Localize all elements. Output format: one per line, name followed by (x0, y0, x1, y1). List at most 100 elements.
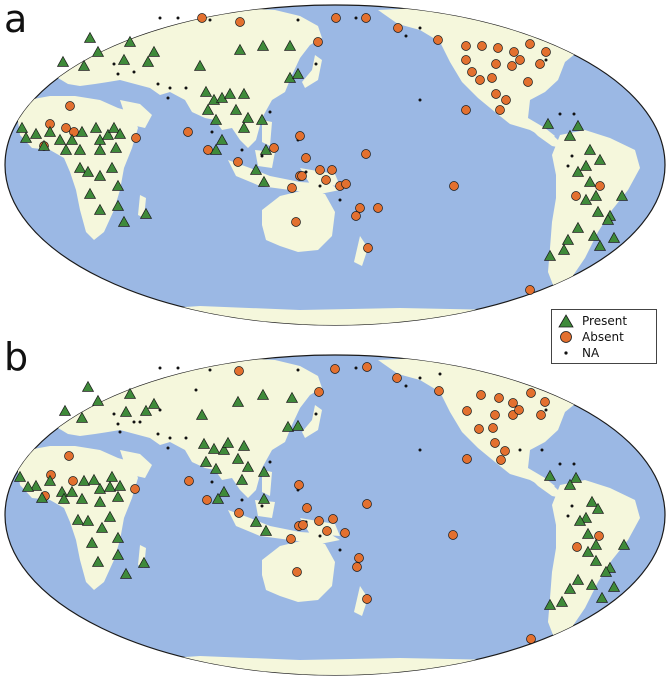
present-marker (43, 125, 57, 137)
present-marker (111, 531, 125, 543)
na-marker (518, 448, 522, 452)
na-marker (544, 408, 548, 412)
present-marker (15, 121, 29, 133)
na-marker (240, 498, 244, 502)
present-marker (77, 59, 91, 71)
na-icon (564, 351, 568, 355)
present-marker (199, 85, 213, 97)
present-marker (119, 405, 133, 417)
present-marker (57, 492, 71, 504)
present-marker (581, 527, 595, 539)
present-marker (593, 239, 607, 251)
present-marker (147, 45, 161, 57)
present-marker (123, 35, 137, 47)
present-marker (541, 117, 555, 129)
present-marker (103, 480, 117, 492)
present-marker (615, 189, 629, 201)
absent-marker (322, 526, 332, 536)
present-marker (291, 67, 305, 79)
na-marker (116, 72, 120, 76)
absent-marker (496, 455, 506, 465)
land-shape (560, 8, 610, 30)
absent-marker (490, 410, 500, 420)
na-marker (166, 446, 170, 450)
present-marker (75, 492, 89, 504)
absent-marker (493, 43, 503, 53)
na-marker (210, 480, 214, 484)
absent-marker (61, 123, 71, 133)
absent-marker (354, 553, 364, 563)
present-marker (237, 439, 251, 451)
na-marker (544, 58, 548, 62)
na-marker (208, 368, 212, 372)
na-marker (132, 420, 136, 424)
absent-marker (330, 364, 340, 374)
absent-marker (340, 528, 350, 538)
present-marker (81, 380, 95, 392)
absent-marker (352, 562, 362, 572)
present-marker (215, 133, 229, 145)
present-marker (557, 243, 571, 255)
present-marker (75, 411, 89, 423)
present-marker (93, 482, 107, 494)
na-marker (116, 422, 120, 426)
absent-marker (541, 47, 551, 57)
present-marker (255, 113, 269, 125)
present-marker (617, 538, 631, 550)
present-marker (75, 125, 89, 137)
present-marker (83, 31, 97, 43)
na-marker (260, 504, 264, 508)
present-marker (231, 395, 245, 407)
na-marker (158, 408, 162, 412)
present-marker (65, 485, 79, 497)
present-marker (561, 233, 575, 245)
absent-marker (183, 127, 193, 137)
present-marker (291, 419, 305, 431)
absent-marker (508, 398, 518, 408)
present-marker (283, 39, 297, 51)
na-marker (168, 86, 172, 90)
absent-marker (540, 397, 550, 407)
present-marker (29, 127, 43, 139)
legend-item-absent: Absent (558, 329, 650, 345)
na-marker (260, 154, 264, 158)
present-marker (589, 538, 603, 550)
absent-marker (184, 476, 194, 486)
present-marker (85, 536, 99, 548)
absent-marker (287, 183, 297, 193)
absent-marker (68, 476, 78, 486)
present-marker (103, 510, 117, 522)
absent-marker (491, 59, 501, 69)
present-marker (241, 460, 255, 472)
absent-marker (491, 89, 501, 99)
land-shape (58, 358, 322, 498)
present-marker (53, 133, 67, 145)
present-marker (113, 479, 127, 491)
present-marker (37, 139, 51, 151)
na-marker (184, 436, 188, 440)
present-marker (201, 103, 215, 115)
present-marker (58, 404, 72, 416)
absent-marker (373, 203, 383, 213)
absent-marker (462, 454, 472, 464)
absent-marker (361, 149, 371, 159)
absent-marker (234, 366, 244, 376)
absent-marker (298, 520, 308, 530)
panel-label-b: b (4, 335, 29, 379)
absent-marker (234, 508, 244, 518)
present-marker (563, 582, 577, 594)
na-marker (240, 148, 244, 152)
na-marker (418, 448, 422, 452)
na-marker (418, 376, 422, 380)
present-marker (109, 141, 123, 153)
na-marker (572, 462, 576, 466)
present-marker (93, 203, 107, 215)
present-marker (569, 471, 583, 483)
absent-marker (595, 181, 605, 191)
present-marker (93, 143, 107, 155)
present-marker (91, 45, 105, 57)
present-marker (209, 113, 223, 125)
present-marker (591, 502, 605, 514)
present-marker (199, 455, 213, 467)
na-marker (418, 98, 422, 102)
